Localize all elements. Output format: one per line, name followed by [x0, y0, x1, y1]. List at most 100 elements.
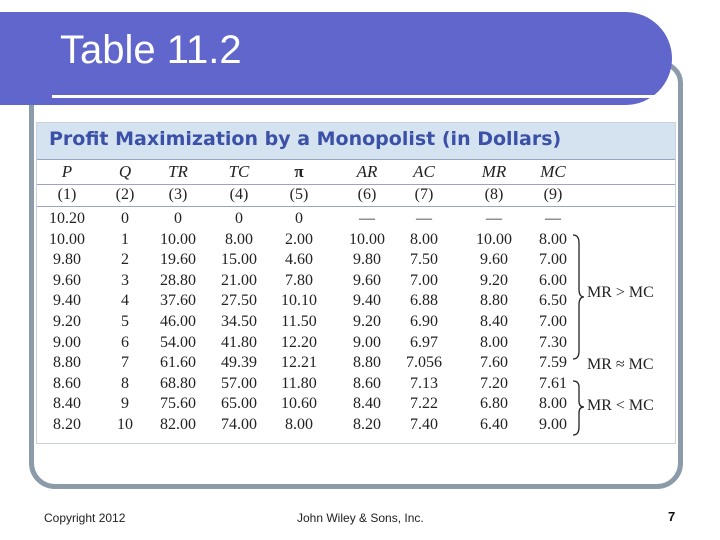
mr-less-label: MR < MC — [587, 397, 654, 414]
cell-col-ac: 7.00 — [410, 271, 438, 289]
cell-col-p: 8.40 — [53, 395, 81, 413]
mr-approx-label: MR ≈ MC — [587, 356, 654, 373]
cell-col-p: 9.40 — [53, 292, 81, 310]
brace-mr-less — [572, 380, 585, 436]
cell-col-mr: 9.20 — [480, 271, 508, 289]
header-col-q: Q — [118, 162, 132, 181]
cell-col-ar: 9.80 — [353, 251, 381, 269]
cell-col-tc: 41.80 — [221, 333, 257, 351]
cell-col-mc: 9.00 — [539, 416, 567, 433]
header-rule-mid — [37, 184, 675, 185]
cell-col-mr: 9.60 — [480, 251, 508, 269]
header-col-ac: AC — [413, 162, 435, 181]
cell-col-profit: 0 — [295, 210, 303, 227]
cell-col-tr: 28.80 — [160, 271, 196, 289]
cell-col-tc: 34.50 — [221, 313, 257, 330]
cell-col-mr: 7.60 — [480, 354, 508, 372]
cell-col-tr: 75.60 — [160, 395, 196, 413]
cell-col-ac: 6.88 — [410, 292, 438, 310]
cell-col-tr: 61.60 — [160, 354, 196, 372]
cell-col-ar: 8.80 — [353, 354, 381, 372]
cell-col-p: 8.20 — [53, 416, 81, 433]
cell-col-ar: 10.00 — [349, 230, 385, 248]
cell-col-mc: 7.59 — [539, 354, 567, 372]
cell-col-ar: 8.20 — [353, 416, 381, 433]
cell-col-mr: 8.80 — [480, 292, 508, 310]
cell-col-p: 8.60 — [53, 374, 81, 392]
header-col-mr: MR — [481, 162, 507, 181]
cell-col-tc: 27.50 — [221, 292, 257, 310]
cell-col-mc: 8.00 — [539, 230, 567, 248]
cell-col-p: 10.00 — [49, 230, 85, 248]
column-number-col-ar: (6) — [357, 186, 377, 203]
cell-col-mr: 6.80 — [480, 395, 508, 413]
cell-col-p: 8.80 — [53, 354, 81, 372]
cell-col-ar: 9.00 — [353, 333, 381, 351]
cell-col-ac: — — [416, 210, 432, 227]
cell-col-ac: 7.13 — [410, 374, 438, 392]
table-caption: Profit Maximization by a Monopolist (in … — [49, 128, 562, 150]
cell-col-profit: 11.50 — [281, 313, 317, 330]
footer-copyright: Copyright 2012 — [44, 511, 126, 525]
cell-col-mr: 7.20 — [480, 374, 508, 392]
cell-col-q: 5 — [121, 313, 129, 330]
cell-col-tr: 10.00 — [160, 230, 196, 248]
column-number-col-tr: (3) — [168, 186, 188, 203]
cell-col-mc: 7.61 — [539, 374, 567, 392]
cell-col-mc: 7.00 — [539, 313, 567, 330]
cell-col-tc: 65.00 — [221, 395, 257, 413]
cell-col-ac: 8.00 — [410, 230, 438, 248]
cell-col-tr: 37.60 — [160, 292, 196, 310]
header-rule-top — [37, 159, 675, 160]
cell-col-ac: 7.056 — [406, 354, 442, 372]
cell-col-q: 4 — [121, 292, 129, 310]
column-number-col-p: (1) — [57, 186, 77, 203]
cell-col-mc: — — [545, 210, 561, 227]
cell-col-p: 9.00 — [53, 333, 81, 351]
cell-col-p: 9.80 — [53, 251, 81, 269]
header-col-ar: AR — [356, 162, 378, 181]
cell-col-ac: 7.50 — [410, 251, 438, 269]
cell-col-profit: 10.60 — [281, 395, 317, 413]
cell-col-q: 6 — [121, 333, 129, 351]
cell-col-ac: 6.90 — [410, 313, 438, 330]
cell-col-ar: 9.20 — [353, 313, 381, 330]
column-number-col-tc: (4) — [229, 186, 249, 203]
cell-col-ac: 7.22 — [410, 395, 438, 413]
cell-col-profit: 8.00 — [285, 416, 313, 433]
cell-col-ac: 6.97 — [410, 333, 438, 351]
cell-col-profit: 12.20 — [281, 333, 317, 351]
cell-col-tc: 0 — [235, 210, 243, 227]
cell-col-q: 8 — [121, 374, 129, 392]
cell-col-profit: 10.10 — [281, 292, 317, 310]
header-col-tc: TC — [228, 162, 250, 181]
cell-col-profit: 2.00 — [285, 230, 313, 248]
column-number-col-mr: (8) — [484, 186, 504, 203]
page-number: 7 — [668, 509, 676, 524]
cell-col-mr: 8.00 — [480, 333, 508, 351]
cell-col-p: 10.20 — [49, 210, 85, 227]
cell-col-mr: 6.40 — [480, 416, 508, 433]
slide-title: Table 11.2 — [60, 28, 242, 72]
column-number-col-q: (2) — [115, 186, 135, 203]
column-number-col-mc: (9) — [543, 186, 563, 203]
cell-col-ar: 8.40 — [353, 395, 381, 413]
cell-col-profit: 4.60 — [285, 251, 313, 269]
cell-col-q: 9 — [121, 395, 129, 413]
cell-col-p: 9.60 — [53, 271, 81, 289]
table-caption-bar: Profit Maximization by a Monopolist (in … — [37, 123, 675, 159]
cell-col-tr: 46.00 — [160, 313, 196, 330]
cell-col-p: 9.20 — [53, 313, 81, 330]
cell-col-mr: 8.40 — [480, 313, 508, 330]
cell-col-q: 1 — [121, 230, 129, 248]
cell-col-tr: 54.00 — [160, 333, 196, 351]
header-col-tr: TR — [168, 162, 188, 181]
cell-col-ar: 9.60 — [353, 271, 381, 289]
cell-col-mr: 10.00 — [476, 230, 512, 248]
cell-col-q: 0 — [121, 210, 129, 227]
column-number-col-profit: (5) — [289, 186, 309, 203]
cell-col-q: 7 — [121, 354, 129, 372]
cell-col-tc: 57.00 — [221, 374, 257, 392]
cell-col-q: 10 — [117, 416, 133, 433]
cell-col-ar: 9.40 — [353, 292, 381, 310]
